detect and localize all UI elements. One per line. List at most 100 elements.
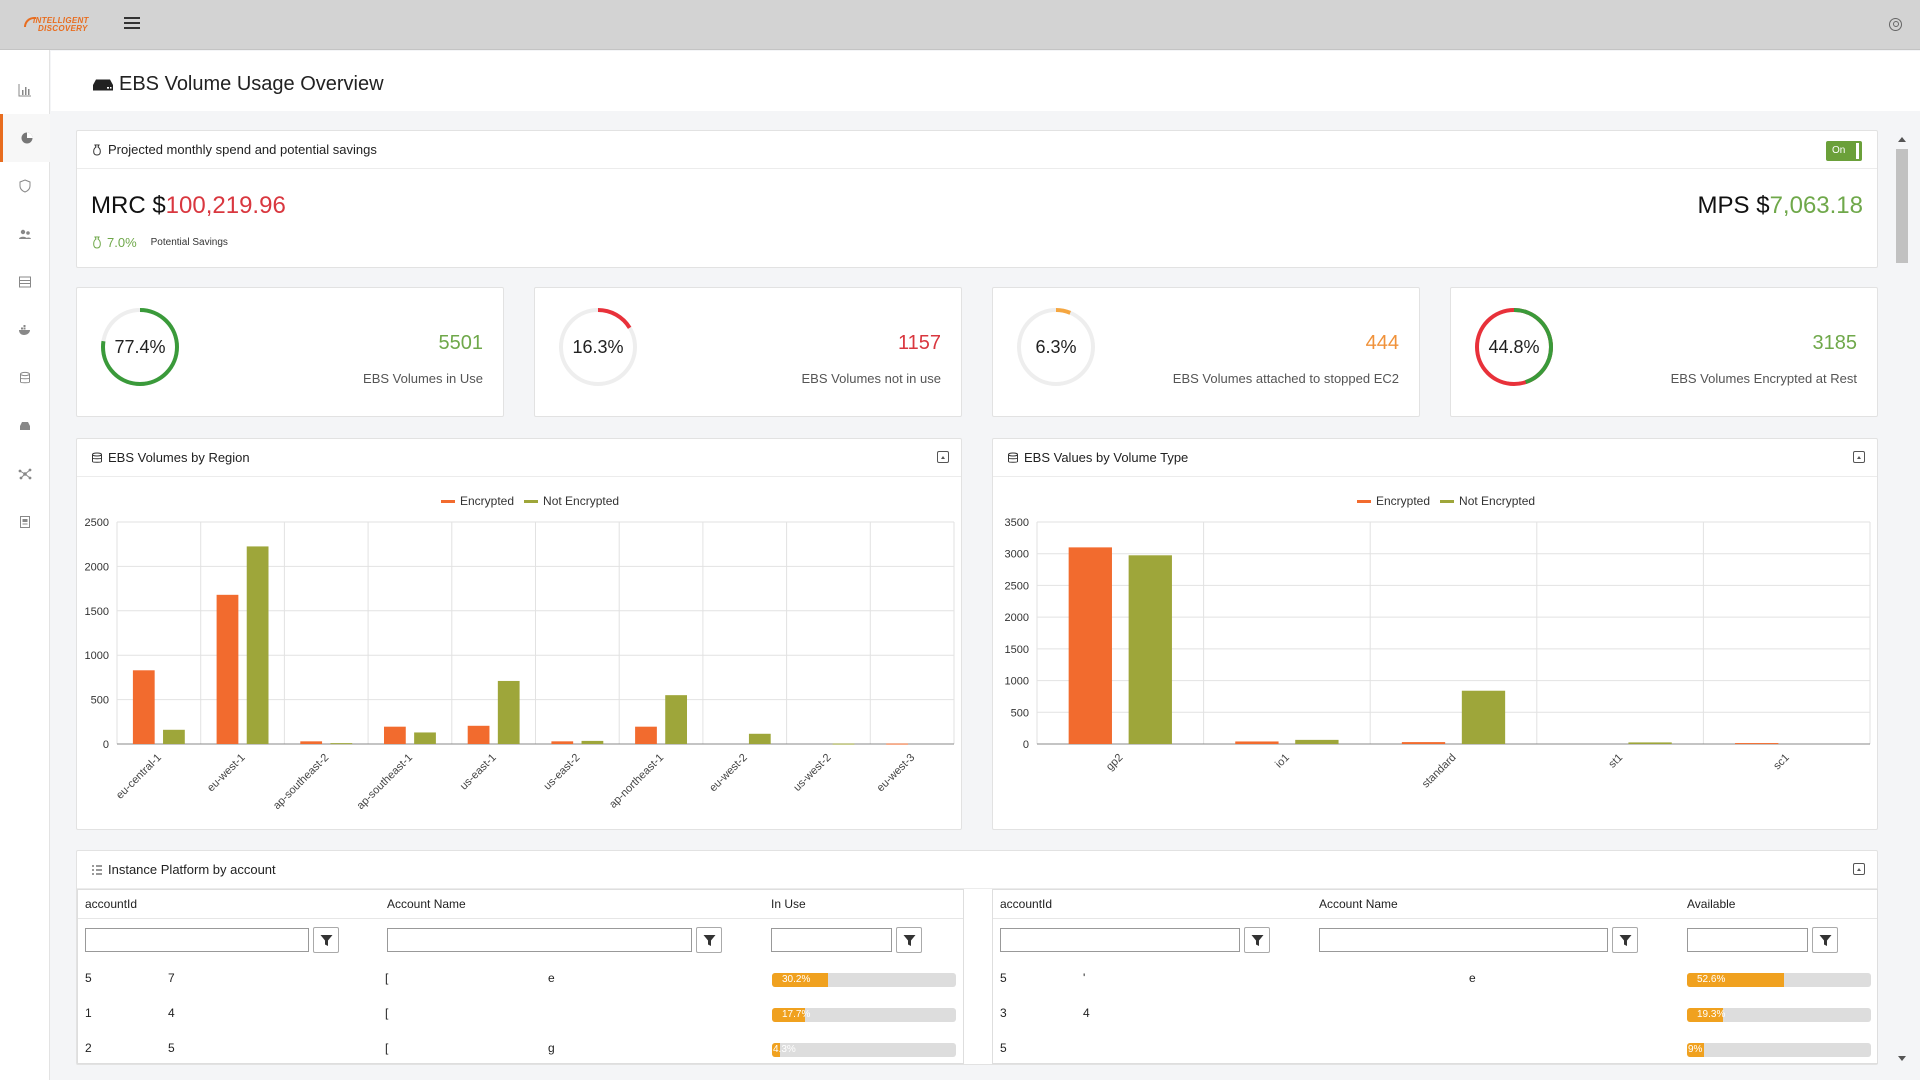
account-id-filter-input[interactable]	[85, 928, 309, 952]
x-tick-label: st1	[1606, 752, 1625, 771]
expand-icon[interactable]	[1853, 451, 1865, 463]
bar-encrypted[interactable]	[384, 726, 406, 744]
page-header: EBS Volume Usage Overview	[51, 51, 1920, 111]
sidebar-item-cost[interactable]	[0, 114, 50, 162]
type-chart-card: EBS Values by Volume Type Encrypted Not …	[992, 438, 1878, 830]
filter-icon	[703, 935, 716, 946]
filter-button[interactable]	[696, 927, 722, 953]
bar-not-encrypted[interactable]	[246, 546, 269, 744]
filter-button[interactable]	[313, 927, 339, 953]
sidebar-item-network[interactable]	[0, 450, 50, 498]
bar-not-encrypted[interactable]	[163, 729, 185, 744]
sidebar-item-storage[interactable]	[0, 402, 50, 450]
user-icon[interactable]	[1889, 18, 1902, 31]
account-id-cell: 4	[1083, 1006, 1090, 1020]
bar-encrypted[interactable]	[1401, 742, 1446, 744]
bar-encrypted[interactable]	[551, 741, 574, 744]
sidebar-item-reports[interactable]	[0, 498, 50, 546]
filter-button[interactable]	[1244, 927, 1270, 953]
y-tick-label: 2500	[1005, 580, 1029, 592]
bar-encrypted[interactable]	[635, 726, 657, 744]
gauge-card-not-in-use: 16.3% 1157 EBS Volumes not in use	[534, 287, 962, 417]
gauge-percent: 16.3%	[572, 336, 624, 357]
bar-not-encrypted[interactable]	[1628, 742, 1672, 744]
bar-not-encrypted[interactable]	[1461, 690, 1506, 744]
sidebar-item-users[interactable]	[0, 210, 50, 258]
top-bar: INTELLIGENT DISCOVERY	[0, 0, 1920, 50]
spend-card: Projected monthly spend and potential sa…	[76, 130, 1878, 268]
spend-card-header: Projected monthly spend and potential sa…	[77, 131, 1877, 169]
scroll-down-arrow-icon[interactable]	[1898, 1056, 1906, 1061]
bar-encrypted[interactable]	[216, 594, 239, 744]
bar-encrypted[interactable]	[1735, 743, 1779, 745]
account-id-cell: 5	[1000, 971, 1007, 985]
account-name-filter-input[interactable]	[1319, 928, 1608, 952]
logo[interactable]: INTELLIGENT DISCOVERY	[24, 16, 94, 36]
filter-button[interactable]	[896, 927, 922, 953]
type-chart-title: EBS Values by Volume Type	[1024, 450, 1189, 465]
scrollbar-thumb[interactable]	[1896, 149, 1908, 263]
sidebar-item-containers[interactable]	[0, 306, 50, 354]
filter-button[interactable]	[1812, 927, 1838, 953]
gauge-percent: 77.4%	[114, 336, 166, 357]
bar-not-encrypted[interactable]	[665, 695, 687, 744]
x-tick-label: sc1	[1771, 752, 1792, 773]
sidebar-item-security[interactable]	[0, 162, 50, 210]
hamburger-icon[interactable]	[124, 17, 140, 31]
expand-icon[interactable]	[1853, 863, 1865, 875]
bar-not-encrypted[interactable]	[748, 733, 771, 744]
col-header-account-id[interactable]: accountId	[85, 897, 138, 911]
scroll-up-arrow-icon[interactable]	[1898, 137, 1906, 142]
progress-label: 17.7%	[782, 1009, 811, 1020]
filter-icon	[903, 935, 916, 946]
account-id-filter-input[interactable]	[1000, 928, 1240, 952]
col-header-account-id[interactable]: accountId	[1000, 897, 1053, 911]
account-name-filter-input[interactable]	[387, 928, 692, 952]
gauge-count: 1157	[897, 332, 941, 354]
bar-not-encrypted[interactable]	[497, 680, 520, 744]
gauge-ring	[559, 308, 637, 386]
spend-toggle[interactable]: On	[1826, 141, 1862, 161]
gauge-caption: EBS Volumes not in use	[801, 371, 941, 386]
progress-fill	[1687, 1043, 1704, 1057]
account-id-cell: 3	[1000, 1006, 1007, 1020]
bar-not-encrypted[interactable]	[832, 743, 855, 745]
in-use-filter-input[interactable]	[771, 928, 892, 952]
col-header-account-name[interactable]: Account Name	[1319, 897, 1398, 911]
col-header-account-name[interactable]: Account Name	[387, 897, 466, 911]
bar-not-encrypted[interactable]	[414, 732, 436, 744]
usage-progress-bar: 19.3%	[1687, 1008, 1871, 1022]
shield-icon	[19, 179, 31, 193]
x-tick-label: gp2	[1104, 752, 1125, 773]
bar-not-encrypted[interactable]	[330, 743, 353, 745]
filter-button[interactable]	[1612, 927, 1638, 953]
bar-encrypted[interactable]	[467, 725, 490, 744]
gauge-caption: EBS Volumes Encrypted at Rest	[1670, 371, 1857, 386]
drive-icon	[20, 422, 30, 430]
legend-swatch-encrypted	[441, 499, 455, 503]
bar-encrypted[interactable]	[300, 741, 323, 744]
sidebar-item-dashboard[interactable]	[0, 66, 50, 114]
logo-swoosh-icon	[24, 17, 36, 27]
type-chart: 0 500 1000 1500 2000 2500 3000 3500 gp2 io1 standa…	[1005, 517, 1871, 790]
expand-icon[interactable]	[937, 451, 949, 463]
platform-header: Instance Platform by account	[77, 851, 1877, 889]
bar-encrypted[interactable]	[1068, 547, 1112, 744]
bar-not-encrypted[interactable]	[581, 740, 604, 744]
legend-encrypted: Encrypted	[460, 494, 515, 508]
sidebar-item-database[interactable]	[0, 354, 50, 402]
bar-not-encrypted[interactable]	[1295, 739, 1339, 744]
bar-encrypted[interactable]	[1235, 741, 1279, 744]
col-header-available[interactable]: Available	[1687, 897, 1736, 911]
y-tick-label: 1000	[85, 650, 109, 662]
progress-fill	[772, 1008, 805, 1022]
sidebar-item-inventory[interactable]	[0, 258, 50, 306]
legend-swatch-not-encrypted	[1440, 499, 1455, 503]
bar-encrypted[interactable]	[132, 670, 155, 744]
page-scrollbar[interactable]	[1894, 133, 1910, 1065]
col-header-in-use[interactable]: In Use	[771, 897, 806, 911]
bar-encrypted[interactable]	[886, 743, 908, 745]
available-filter-input[interactable]	[1687, 928, 1808, 952]
filter-icon	[320, 935, 333, 946]
bar-not-encrypted[interactable]	[1128, 555, 1172, 744]
